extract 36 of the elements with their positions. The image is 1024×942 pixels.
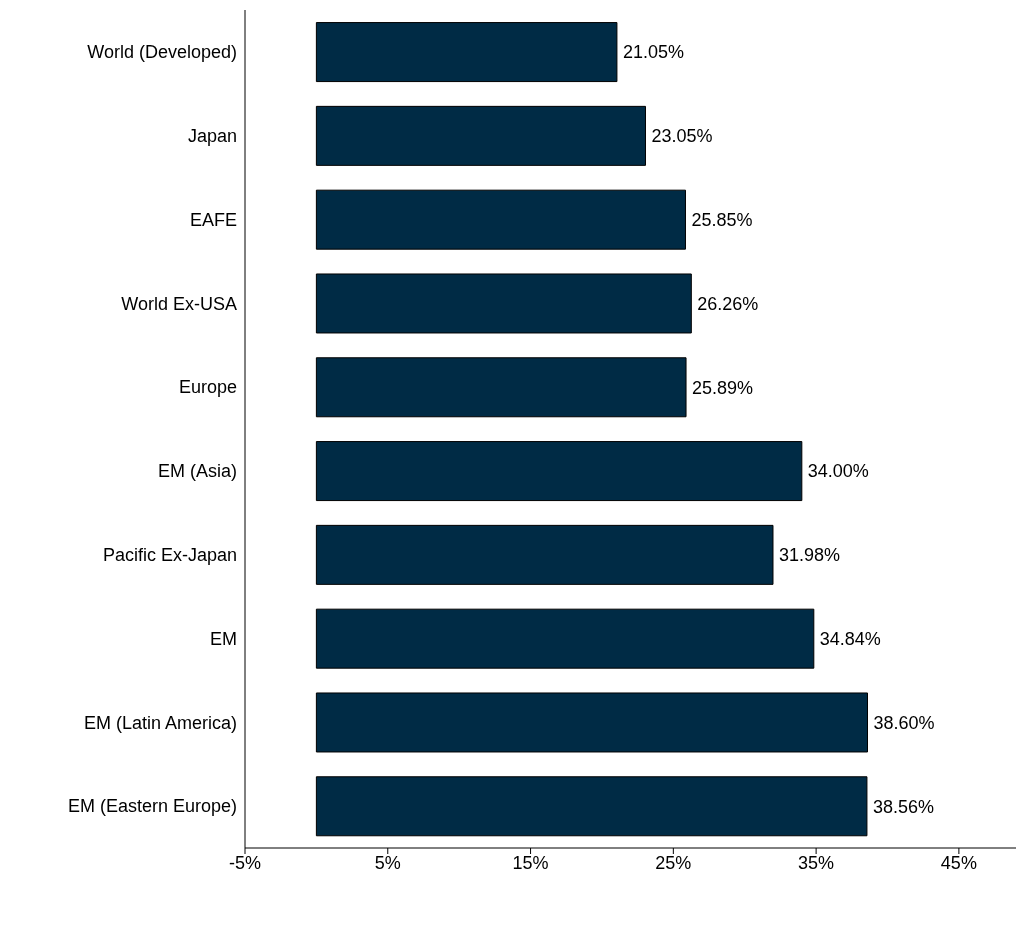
bar	[315, 441, 803, 502]
bar	[315, 357, 687, 418]
data-label: 26.26%	[697, 293, 759, 314]
x-tick-label: 45%	[940, 852, 977, 873]
y-tick-label: EM (Eastern Europe)	[67, 796, 237, 817]
x-tick-label: 35%	[798, 852, 835, 873]
bar	[315, 22, 618, 83]
y-tick-label: World Ex-USA	[121, 293, 237, 314]
bar	[315, 273, 692, 334]
y-tick-label: EM	[210, 628, 237, 649]
bar	[315, 524, 774, 585]
data-label: 31.98%	[778, 545, 841, 566]
bar	[315, 189, 686, 250]
y-tick-label: Pacific Ex-Japan	[102, 545, 237, 566]
data-label: 34.84%	[819, 629, 881, 650]
data-label: 21.05%	[622, 42, 684, 63]
y-tick-label: EM (Asia)	[157, 461, 237, 482]
y-tick-label: World (Developed)	[87, 42, 237, 63]
x-tick-label: -5%	[228, 852, 262, 873]
data-label: 38.56%	[872, 796, 934, 817]
x-tick-label: 5%	[374, 852, 401, 873]
bar	[315, 608, 815, 669]
data-label: 38.60%	[873, 712, 935, 733]
bar	[315, 776, 868, 837]
y-tick-label: EAFE	[189, 209, 237, 230]
y-tick-label: Europe	[178, 377, 237, 398]
x-tick-label: 25%	[655, 852, 692, 873]
bar	[315, 105, 646, 166]
y-tick-label: EM (Latin America)	[83, 712, 237, 733]
data-label: 34.00%	[807, 461, 869, 482]
x-tick-label: 15%	[512, 852, 549, 873]
data-label: 25.89%	[692, 377, 754, 398]
bar	[315, 692, 869, 753]
y-tick-label: Japan	[187, 126, 237, 147]
data-label: 25.85%	[691, 210, 753, 231]
data-label: 23.05%	[651, 126, 713, 147]
